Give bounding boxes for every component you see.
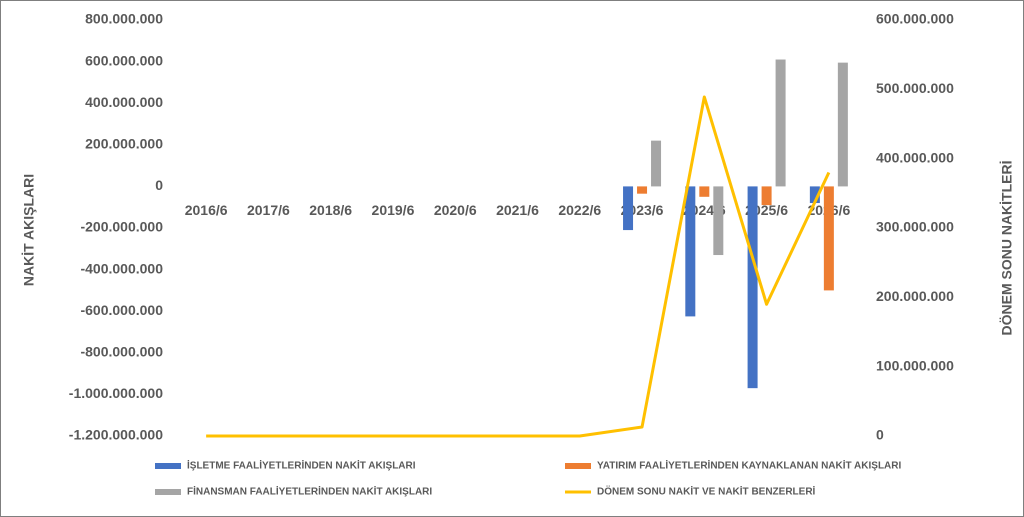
- x-tick-label: 2019/6: [372, 202, 415, 218]
- y2-axis-label: DÖNEM SONU NAKİTLERİ: [999, 161, 1015, 336]
- x-tick-label: 2021/6: [496, 202, 539, 218]
- y-axis-label: NAKİT AKIŞLARI: [21, 174, 37, 286]
- x-tick-label: 2017/6: [247, 202, 290, 218]
- bar: [809, 186, 820, 204]
- y-tick-label: -1.200.000.000: [69, 427, 163, 443]
- x-tick-label: 2018/6: [309, 202, 352, 218]
- bar: [699, 186, 710, 197]
- legend-label: DÖNEM SONU NAKİT VE NAKİT BENZERLERİ: [597, 485, 816, 498]
- legend-swatch: [155, 463, 181, 469]
- bar: [761, 186, 772, 206]
- bar: [651, 140, 662, 187]
- legend-swatch: [155, 489, 181, 495]
- x-tick-label: 2020/6: [434, 202, 477, 218]
- y-tick-label: -200.000.000: [80, 219, 163, 235]
- y-tick-label: 600.000.000: [85, 52, 163, 68]
- bar: [685, 186, 696, 317]
- bar: [837, 62, 848, 187]
- legend-swatch: [565, 463, 591, 469]
- y2-tick-label: 200.000.000: [876, 288, 954, 304]
- y2-tick-label: 100.000.000: [876, 357, 954, 373]
- y-tick-label: 200.000.000: [85, 136, 163, 152]
- bar: [623, 186, 634, 231]
- y-tick-label: -800.000.000: [80, 344, 163, 360]
- y-tick-label: -400.000.000: [80, 260, 163, 276]
- legend-label: YATIRIM FAALİYETLERİNDEN KAYNAKLANAN NAK…: [597, 459, 901, 472]
- bar: [713, 186, 724, 256]
- y2-tick-label: 500.000.000: [876, 80, 954, 96]
- y-tick-label: 400.000.000: [85, 94, 163, 110]
- bar: [775, 59, 786, 187]
- bar: [747, 186, 758, 389]
- legend-label: FİNANSMAN FAALİYETLERİNDEN NAKİT AKIŞLAR…: [187, 485, 432, 498]
- y2-tick-label: 300.000.000: [876, 219, 954, 235]
- x-tick-label: 2016/6: [185, 202, 228, 218]
- y2-tick-label: 400.000.000: [876, 149, 954, 165]
- legend-label: İŞLETME FAALİYETLERİNDEN NAKİT AKIŞLARI: [187, 459, 416, 472]
- y2-tick-label: 600.000.000: [876, 11, 954, 27]
- y-tick-label: -1.000.000.000: [69, 385, 163, 401]
- y-tick-label: -600.000.000: [80, 302, 163, 318]
- x-tick-label: 2022/6: [558, 202, 601, 218]
- line: [206, 95, 831, 438]
- bar: [637, 186, 648, 194]
- y2-tick-label: 0: [876, 427, 884, 443]
- y-tick-label: 0: [155, 177, 163, 193]
- bar: [823, 186, 834, 291]
- y-tick-label: 800.000.000: [85, 11, 163, 27]
